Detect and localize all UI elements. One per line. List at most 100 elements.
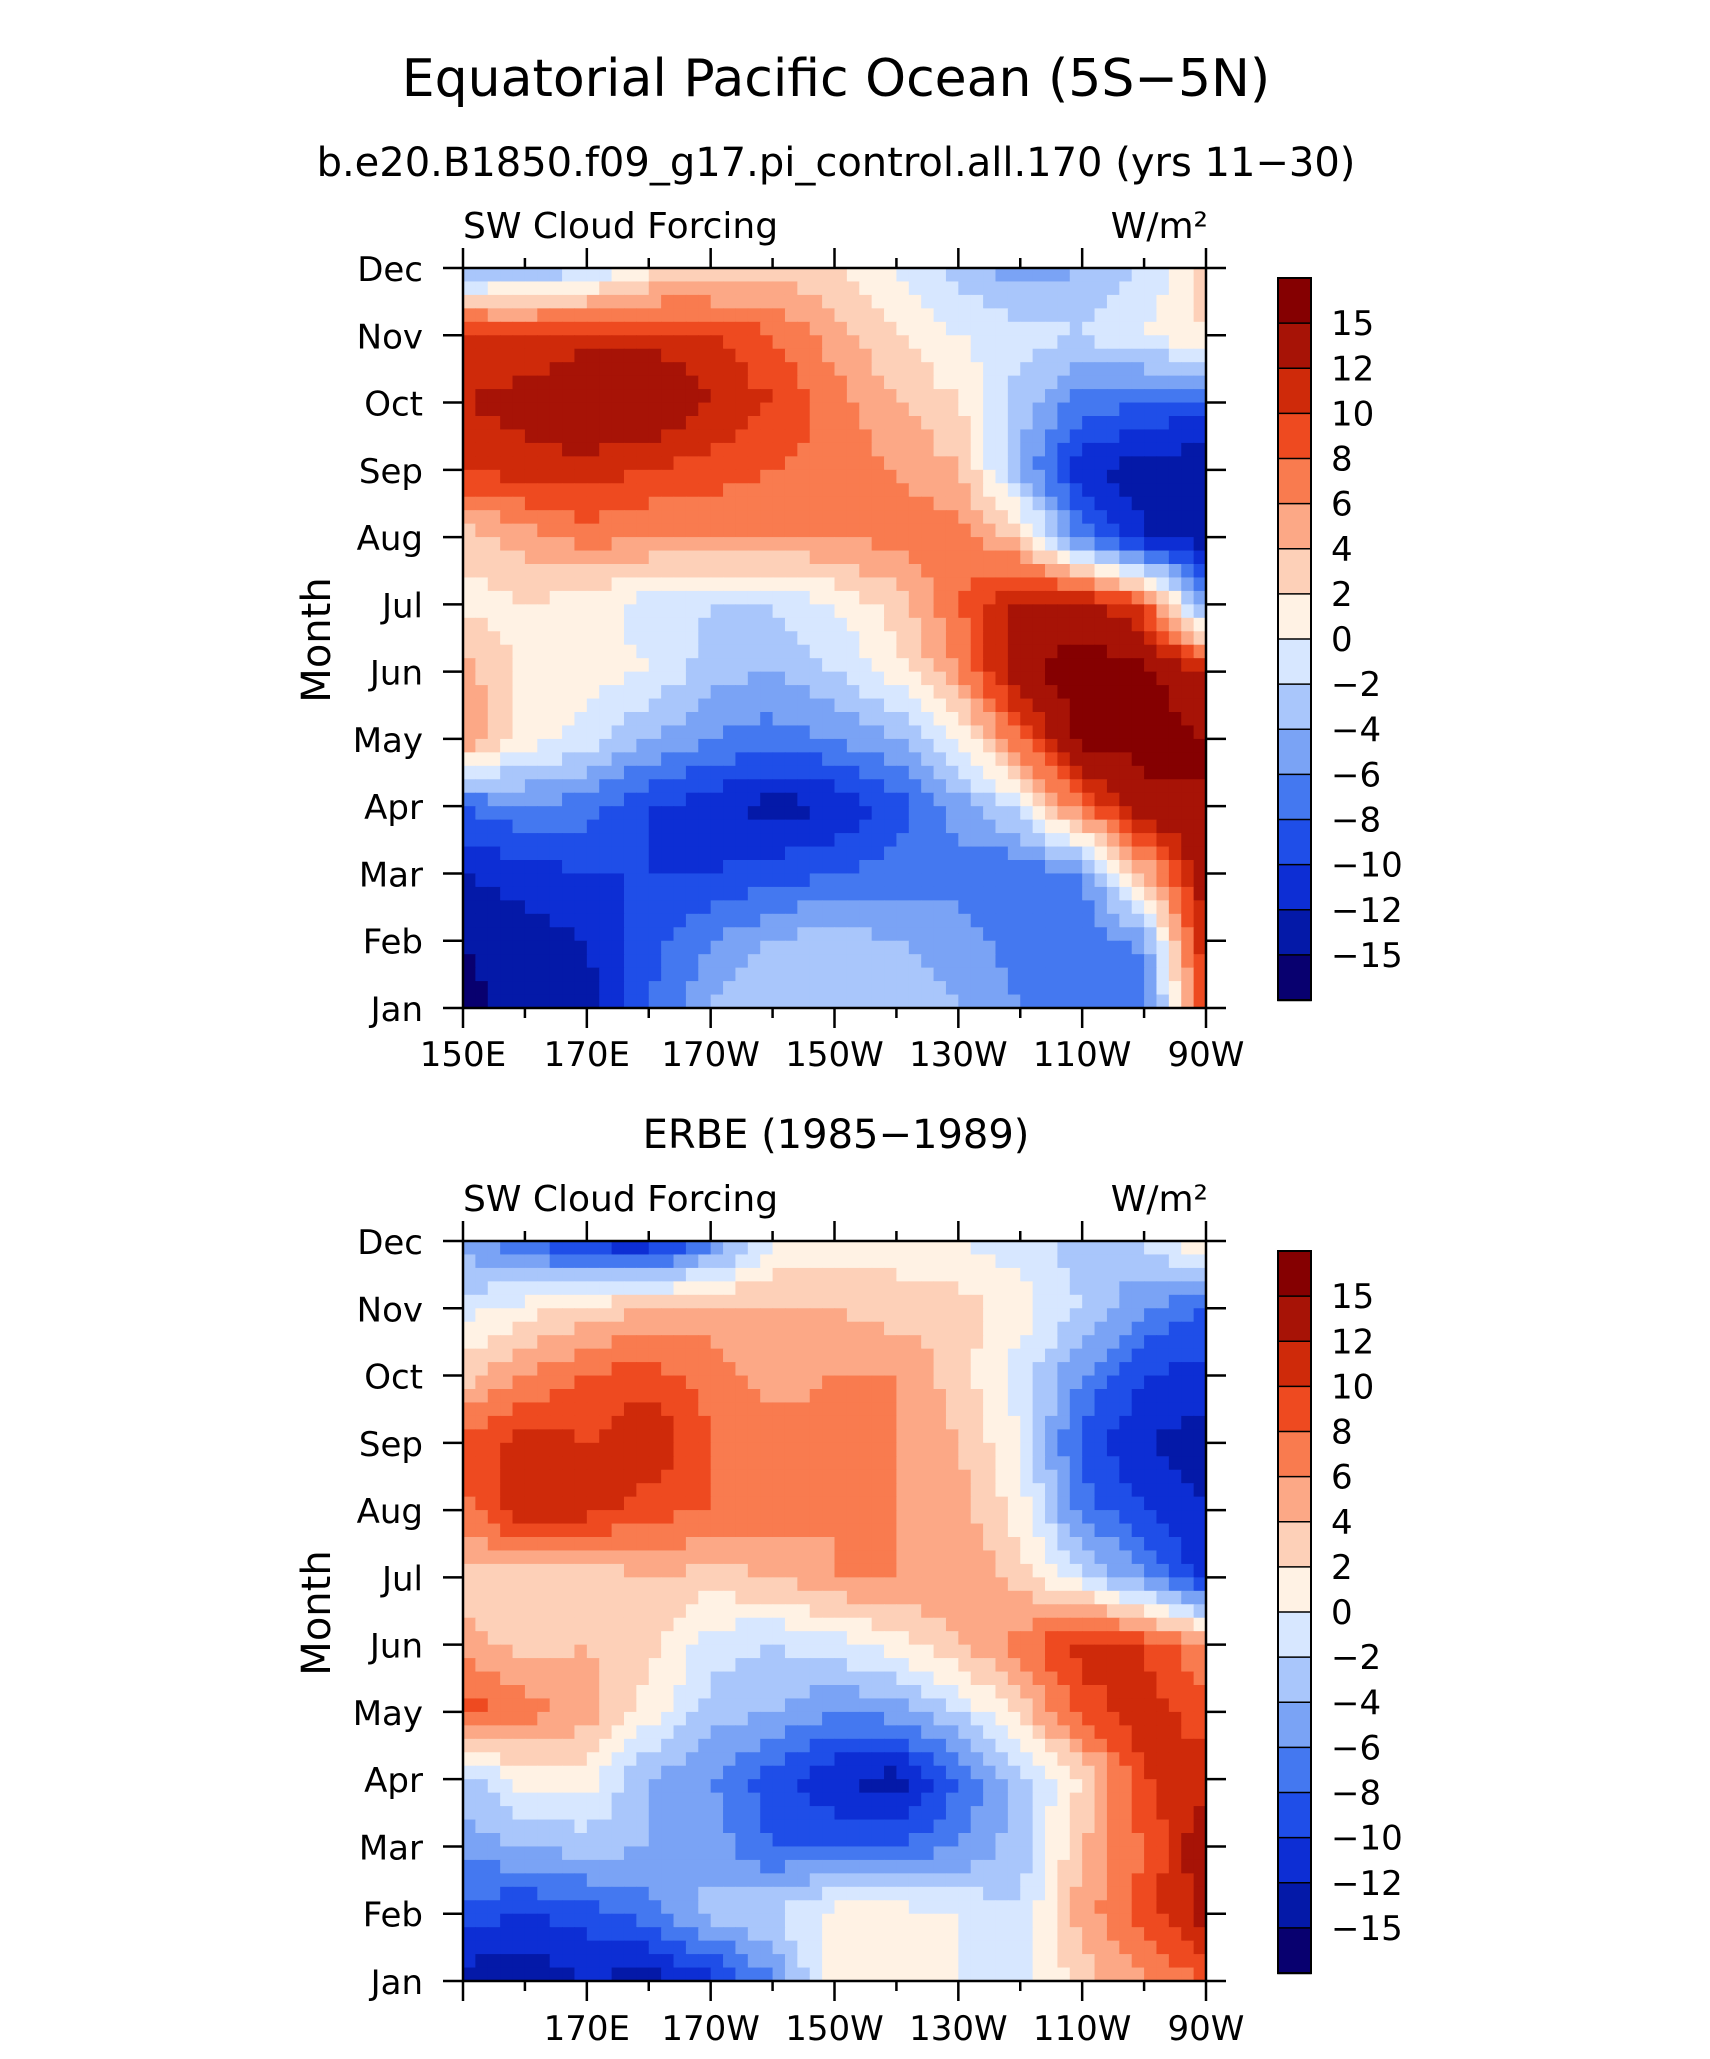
heatmap-cell (500, 483, 514, 498)
heatmap-cell (945, 712, 959, 727)
heatmap-cell (1168, 1496, 1182, 1511)
heatmap-cell (562, 1496, 576, 1511)
heatmap-cell (636, 389, 650, 404)
heatmap-cell (970, 846, 984, 861)
heatmap-cell (958, 483, 972, 498)
heatmap-cell (945, 537, 959, 552)
heatmap-cell (1181, 1456, 1195, 1471)
heatmap-cell (698, 725, 712, 740)
heatmap-cell (1156, 1469, 1170, 1484)
heatmap-cell (859, 1294, 873, 1309)
heatmap-cell (834, 698, 848, 713)
heatmap-cell (1144, 442, 1158, 457)
heatmap-cell (487, 1429, 501, 1444)
heatmap-cell (723, 1321, 737, 1336)
heatmap-cell (537, 833, 551, 848)
heatmap-cell (1144, 1294, 1158, 1309)
heatmap-cell (463, 819, 476, 834)
heatmap-cell (1168, 1362, 1182, 1377)
heatmap-cell (921, 725, 935, 740)
heatmap-cell (648, 940, 662, 955)
heatmap-cell (574, 846, 588, 861)
heatmap-cell (463, 1389, 476, 1404)
heatmap-cell (661, 362, 675, 377)
heatmap-cell (648, 348, 662, 363)
heatmap-cell (1156, 375, 1170, 390)
heatmap-cell (574, 321, 588, 336)
heatmap-cell (896, 1254, 910, 1269)
heatmap-cell (623, 658, 637, 673)
heatmap-cell (983, 1563, 997, 1578)
heatmap-cell (846, 698, 860, 713)
heatmap-cell (549, 1429, 563, 1444)
heatmap-cell (945, 994, 959, 1009)
heatmap-cell (685, 402, 699, 417)
heatmap-cell (884, 833, 898, 848)
heatmap-cell (1045, 900, 1058, 915)
heatmap-cell (1094, 712, 1108, 727)
heatmap-cell (723, 671, 737, 686)
heatmap-cell (809, 631, 823, 646)
heatmap-cell (574, 348, 588, 363)
heatmap-cell (487, 806, 501, 821)
heatmap-cell (1057, 846, 1071, 861)
heatmap-cell (1193, 1456, 1207, 1471)
heatmap-cell (846, 833, 860, 848)
heatmap-cell (1106, 671, 1120, 686)
heatmap-cell (884, 1335, 898, 1350)
heatmap-cell (784, 994, 798, 1009)
heatmap-cell (512, 792, 526, 807)
heatmap-cell (1181, 927, 1195, 942)
heatmap-cell (896, 362, 910, 377)
heatmap-cell (599, 981, 613, 996)
heatmap-cell (537, 698, 551, 713)
heatmap-cell (859, 604, 873, 619)
heatmap-cell (896, 1321, 910, 1336)
heatmap-cell (983, 1415, 997, 1430)
heatmap-cell (1168, 1456, 1182, 1471)
heatmap-cell (487, 1402, 501, 1417)
heatmap-cell (784, 348, 798, 363)
heatmap-cell (983, 792, 997, 807)
heatmap-cell (623, 1442, 637, 1457)
heatmap-cell (524, 846, 538, 861)
heatmap-cell (995, 1362, 1009, 1377)
heatmap-cell (1168, 456, 1182, 471)
heatmap-cell (685, 321, 699, 336)
heatmap-cell (933, 1523, 947, 1538)
heatmap-cell (970, 860, 984, 875)
heatmap-cell (1131, 416, 1145, 431)
heatmap-cell (1057, 1563, 1071, 1578)
heatmap-cell (698, 348, 712, 363)
heatmap-cell (970, 1254, 984, 1269)
heatmap-cell (958, 685, 972, 700)
heatmap-cell (574, 752, 588, 767)
heatmap-cell (896, 294, 910, 309)
heatmap-cell (1082, 1308, 1096, 1323)
heatmap-cell (475, 806, 489, 821)
heatmap-cell (846, 981, 860, 996)
heatmap-cell (586, 483, 600, 498)
heatmap-cell (1082, 886, 1096, 901)
heatmap-cell (884, 631, 898, 646)
heatmap-cell (562, 1254, 576, 1269)
heatmap-cell (586, 967, 600, 982)
heatmap-cell (921, 510, 935, 525)
heatmap-cell (908, 1308, 922, 1323)
heatmap-cell (1106, 1469, 1120, 1484)
heatmap-cell (1082, 1442, 1096, 1457)
panel-erbe-ylabel: Month (294, 1550, 340, 1675)
heatmap-cell (487, 1415, 501, 1430)
heatmap-cell (735, 469, 749, 484)
heatmap-cell (983, 1523, 997, 1538)
heatmap-cell (1020, 537, 1034, 552)
heatmap-cell (487, 456, 501, 471)
heatmap-cell (983, 362, 997, 377)
heatmap-cell (983, 846, 997, 861)
heatmap-cell (1181, 994, 1195, 1009)
heatmap-cell (1144, 1362, 1158, 1377)
heatmap-cell (933, 537, 947, 552)
heatmap-cell (636, 671, 650, 686)
heatmap-cell (772, 752, 786, 767)
heatmap-cell (945, 927, 959, 942)
